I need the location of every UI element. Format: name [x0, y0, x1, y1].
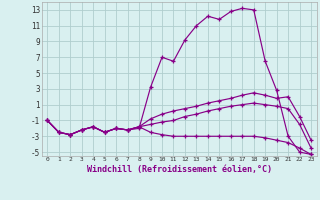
X-axis label: Windchill (Refroidissement éolien,°C): Windchill (Refroidissement éolien,°C) [87, 165, 272, 174]
